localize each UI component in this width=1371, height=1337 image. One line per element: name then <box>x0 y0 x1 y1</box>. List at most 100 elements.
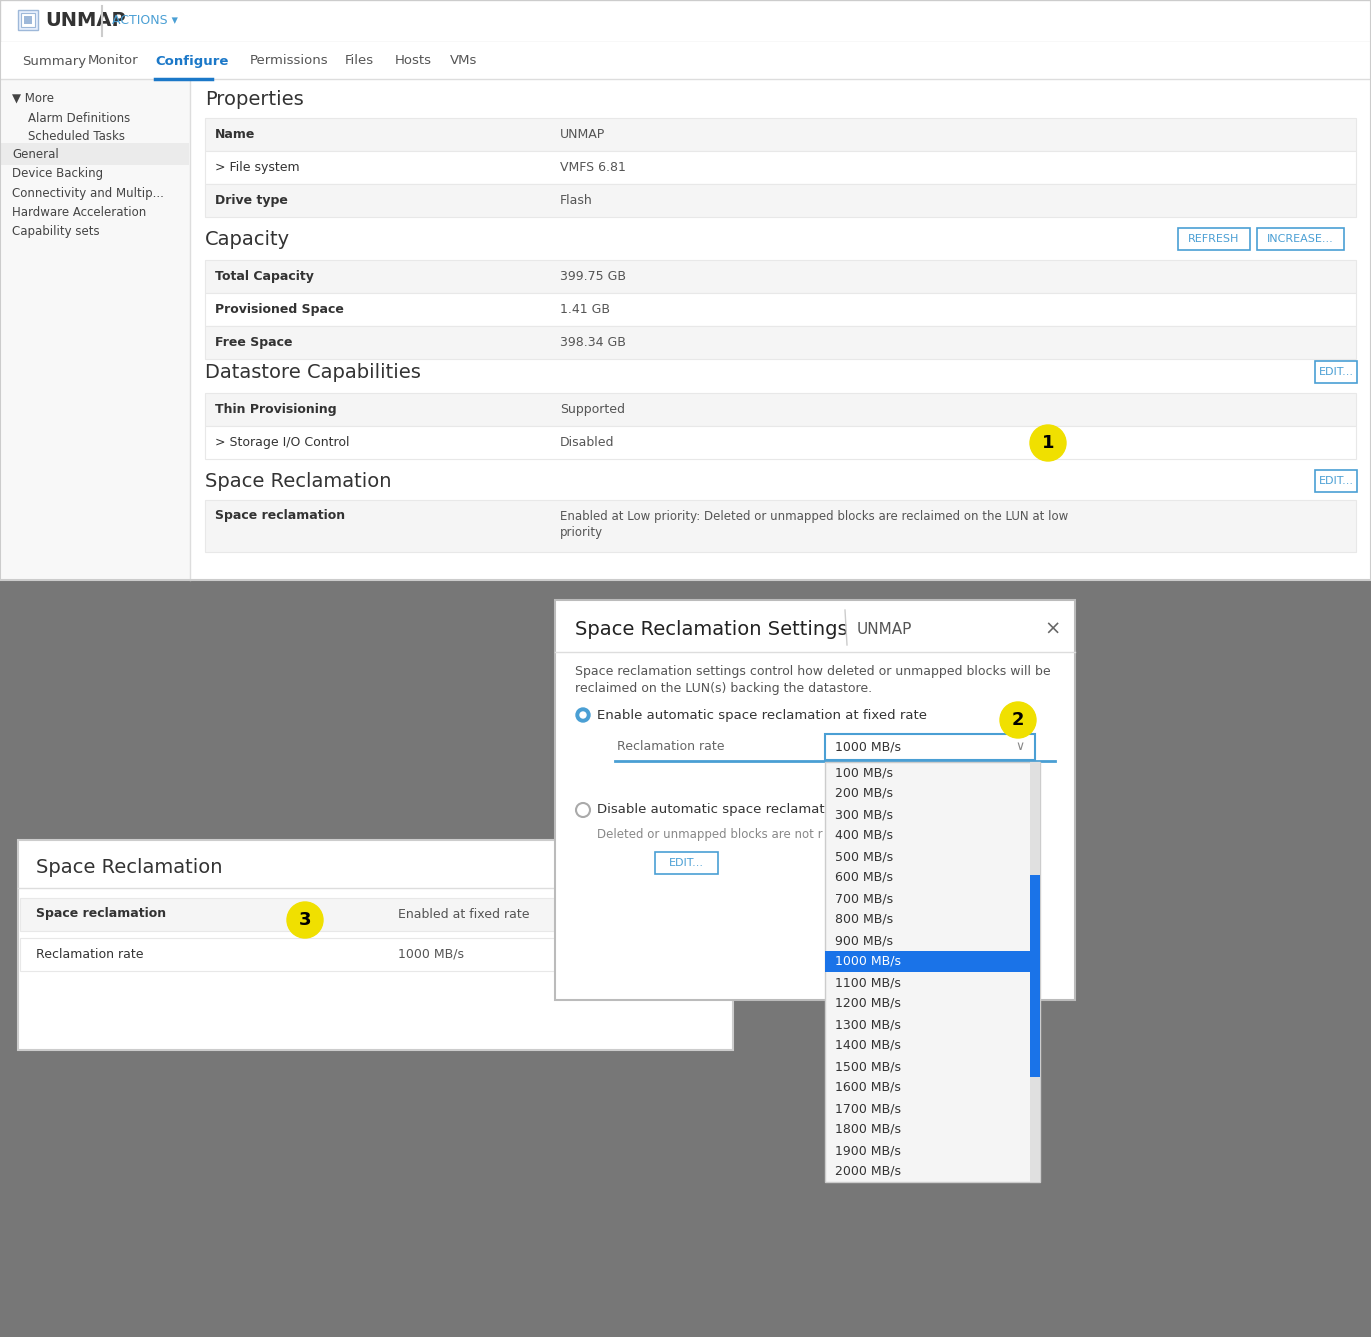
Bar <box>1315 361 1357 382</box>
Bar <box>206 293 1356 326</box>
Text: EDIT...: EDIT... <box>1319 476 1353 487</box>
Bar <box>0 0 1371 41</box>
Text: Space reclamation settings control how deleted or unmapped blocks will be: Space reclamation settings control how d… <box>574 664 1050 678</box>
Text: Drive type: Drive type <box>215 194 288 207</box>
Text: VMFS 6.81: VMFS 6.81 <box>559 160 627 174</box>
Text: ▼ More: ▼ More <box>12 91 53 104</box>
Text: Space reclamation: Space reclamation <box>36 908 166 920</box>
Text: 700 MB/s: 700 MB/s <box>835 892 893 905</box>
Text: Scheduled Tasks: Scheduled Tasks <box>27 130 125 143</box>
Bar <box>206 151 1356 185</box>
Bar <box>206 118 1356 151</box>
Bar <box>825 762 1041 1182</box>
Text: Datastore Capabilities: Datastore Capabilities <box>206 364 421 382</box>
Text: 900 MB/s: 900 MB/s <box>835 935 893 947</box>
Text: General: General <box>12 148 59 162</box>
Text: UNMAP: UNMAP <box>857 622 912 636</box>
Bar <box>655 852 718 874</box>
Text: 400 MB/s: 400 MB/s <box>835 829 893 842</box>
Text: 1200 MB/s: 1200 MB/s <box>835 997 901 1009</box>
Text: VMs: VMs <box>450 55 477 67</box>
Text: UNMAP: UNMAP <box>45 12 126 31</box>
Text: Alarm Definitions: Alarm Definitions <box>27 111 130 124</box>
Text: Hardware Acceleration: Hardware Acceleration <box>12 206 147 218</box>
Bar <box>206 500 1356 552</box>
Text: Flash: Flash <box>559 194 592 207</box>
Bar <box>206 393 1356 427</box>
Text: 100 MB/s: 100 MB/s <box>835 766 893 779</box>
Text: 1700 MB/s: 1700 MB/s <box>835 1102 901 1115</box>
Text: 200 MB/s: 200 MB/s <box>835 787 893 800</box>
Bar <box>1030 876 1041 1078</box>
Text: Capability sets: Capability sets <box>12 225 100 238</box>
Bar <box>206 427 1356 459</box>
Bar <box>825 951 1030 972</box>
Bar <box>1178 229 1250 250</box>
Text: 300 MB/s: 300 MB/s <box>835 808 893 821</box>
Bar <box>555 600 1075 1000</box>
Text: ACTIONS ▾: ACTIONS ▾ <box>112 15 178 28</box>
Text: 2: 2 <box>1012 711 1024 729</box>
Bar <box>1257 229 1344 250</box>
Text: ∨: ∨ <box>1016 741 1024 754</box>
Text: reclaimed on the LUN(s) backing the datastore.: reclaimed on the LUN(s) backing the data… <box>574 682 872 695</box>
Text: Files: Files <box>345 55 374 67</box>
Text: 399.75 GB: 399.75 GB <box>559 270 627 283</box>
Bar <box>206 259 1356 293</box>
Text: 1300 MB/s: 1300 MB/s <box>835 1017 901 1031</box>
Circle shape <box>1030 425 1067 461</box>
Text: Name: Name <box>215 128 255 140</box>
Bar <box>0 0 1371 580</box>
Bar <box>0 41 1371 80</box>
Text: > File system: > File system <box>215 160 300 174</box>
Text: 1400 MB/s: 1400 MB/s <box>835 1039 901 1052</box>
Text: > Storage I/O Control: > Storage I/O Control <box>215 436 350 449</box>
Text: Supported: Supported <box>559 402 625 416</box>
Bar <box>206 326 1356 360</box>
Text: Disabled: Disabled <box>559 436 614 449</box>
Text: INCREASE...: INCREASE... <box>1267 234 1334 243</box>
Bar <box>0 580 1371 1337</box>
Bar <box>0 80 191 580</box>
Bar <box>21 898 731 931</box>
Text: 800 MB/s: 800 MB/s <box>835 913 893 927</box>
Text: Free Space: Free Space <box>215 336 292 349</box>
Text: Monitor: Monitor <box>88 55 138 67</box>
Text: 600 MB/s: 600 MB/s <box>835 870 893 884</box>
Text: EDIT...: EDIT... <box>669 858 703 868</box>
Circle shape <box>580 713 585 718</box>
Text: REFRESH: REFRESH <box>1189 234 1239 243</box>
Text: Space Reclamation: Space Reclamation <box>36 858 222 877</box>
Text: Configure: Configure <box>155 55 229 67</box>
Bar <box>18 840 733 1050</box>
Text: Properties: Properties <box>206 90 304 110</box>
Circle shape <box>287 902 324 939</box>
Text: Provisioned Space: Provisioned Space <box>215 303 344 316</box>
Text: 1.41 GB: 1.41 GB <box>559 303 610 316</box>
Text: Disable automatic space reclamation: Disable automatic space reclamation <box>596 804 845 817</box>
Circle shape <box>576 804 590 817</box>
Bar <box>825 734 1035 759</box>
Text: Space Reclamation Settings: Space Reclamation Settings <box>574 620 847 639</box>
Bar <box>21 13 36 27</box>
Text: 398.34 GB: 398.34 GB <box>559 336 627 349</box>
Text: Deleted or unmapped blocks are not r: Deleted or unmapped blocks are not r <box>596 828 823 841</box>
Bar <box>0 143 189 164</box>
Text: Enabled at fixed rate: Enabled at fixed rate <box>398 908 529 920</box>
Bar <box>1315 471 1357 492</box>
Text: 1000 MB/s: 1000 MB/s <box>398 948 463 960</box>
Text: 1500 MB/s: 1500 MB/s <box>835 1060 901 1074</box>
Text: 1800 MB/s: 1800 MB/s <box>835 1123 901 1136</box>
Text: Connectivity and Multip...: Connectivity and Multip... <box>12 186 165 199</box>
Text: Enabled at Low priority: Deleted or unmapped blocks are reclaimed on the LUN at : Enabled at Low priority: Deleted or unma… <box>559 509 1068 523</box>
Text: Summary: Summary <box>22 55 86 67</box>
Text: 3: 3 <box>299 910 311 929</box>
Bar <box>25 16 32 24</box>
Text: Space Reclamation: Space Reclamation <box>206 472 392 491</box>
Text: Total Capacity: Total Capacity <box>215 270 314 283</box>
Bar <box>206 185 1356 217</box>
Text: 2000 MB/s: 2000 MB/s <box>835 1165 901 1178</box>
Text: Capacity: Capacity <box>206 230 291 249</box>
Text: ×: × <box>1045 620 1061 639</box>
Text: 1000 MB/s: 1000 MB/s <box>835 955 901 968</box>
